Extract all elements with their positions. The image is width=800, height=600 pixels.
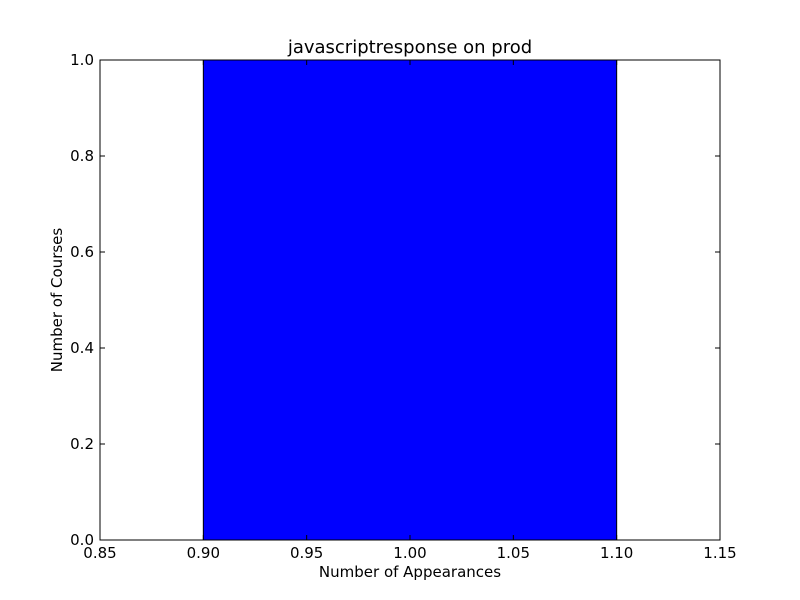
y-tick-label-3: 0.6	[70, 243, 94, 261]
x-tick-label-6: 1.15	[703, 544, 736, 562]
x-tick-label-4: 1.05	[497, 544, 530, 562]
y-tick-label-2: 0.4	[70, 339, 94, 357]
y-tick-label-5: 1.0	[70, 51, 94, 69]
x-tick-label-0: 0.85	[83, 544, 116, 562]
x-tick-label-2: 0.95	[290, 544, 323, 562]
x-tick-label-5: 1.10	[600, 544, 633, 562]
chart-title: javascriptresponse on prod	[287, 37, 532, 58]
x-tick-label-3: 1.00	[393, 544, 426, 562]
x-axis-label: Number of Appearances	[319, 563, 501, 581]
histogram-bar-0	[202, 59, 618, 541]
y-axis-label: Number of Courses	[48, 228, 66, 373]
ticks-layer: 0.85 0.90 0.95 1.00 1.05 1.10 1.15 0.0 0.2 0.4 0.6…	[70, 51, 737, 562]
x-tick-label-1: 0.90	[187, 544, 220, 562]
y-tick-label-0: 0.0	[70, 531, 94, 549]
y-tick-label-4: 0.8	[70, 147, 94, 165]
bars-layer	[202, 59, 618, 541]
y-tick-label-1: 0.2	[70, 435, 94, 453]
